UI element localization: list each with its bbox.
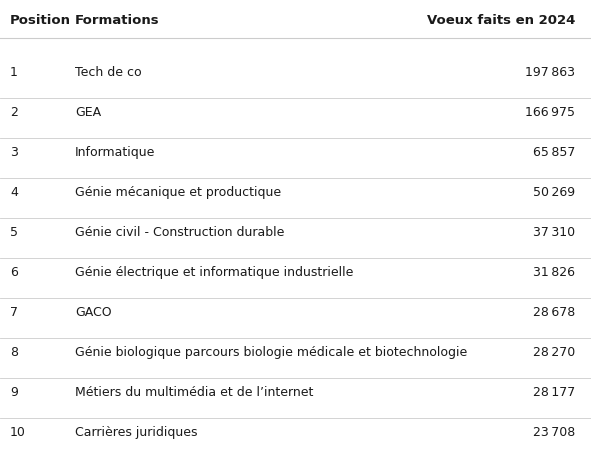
Text: 7: 7 [10,306,18,319]
Text: Génie biologique parcours biologie médicale et biotechnologie: Génie biologique parcours biologie médic… [75,346,467,359]
Text: 28 270: 28 270 [532,346,575,359]
Text: Tech de co: Tech de co [75,66,142,79]
Text: 65 857: 65 857 [532,146,575,159]
Text: Carrières juridiques: Carrières juridiques [75,426,197,439]
Text: GEA: GEA [75,106,101,119]
Text: 8: 8 [10,346,18,359]
Text: Informatique: Informatique [75,146,155,159]
Text: 10: 10 [10,426,26,439]
Text: 4: 4 [10,186,18,199]
Text: 6: 6 [10,266,18,279]
Text: GACO: GACO [75,306,112,319]
Text: Génie civil - Construction durable: Génie civil - Construction durable [75,226,284,239]
Text: 31 826: 31 826 [533,266,575,279]
Text: Métiers du multimédia et de l’internet: Métiers du multimédia et de l’internet [75,386,313,399]
Text: 2: 2 [10,106,18,119]
Text: 5: 5 [10,226,18,239]
Text: 1: 1 [10,66,18,79]
Text: Voeux faits en 2024: Voeux faits en 2024 [427,14,575,27]
Text: 197 863: 197 863 [525,66,575,79]
Text: Génie mécanique et productique: Génie mécanique et productique [75,186,281,199]
Text: 166 975: 166 975 [525,106,575,119]
Text: 23 708: 23 708 [532,426,575,439]
Text: 50 269: 50 269 [533,186,575,199]
Text: 37 310: 37 310 [533,226,575,239]
Text: 28 177: 28 177 [532,386,575,399]
Text: Génie électrique et informatique industrielle: Génie électrique et informatique industr… [75,266,353,279]
Text: 28 678: 28 678 [532,306,575,319]
Text: 9: 9 [10,386,18,399]
Text: Position: Position [10,14,71,27]
Text: Formations: Formations [75,14,160,27]
Text: 3: 3 [10,146,18,159]
